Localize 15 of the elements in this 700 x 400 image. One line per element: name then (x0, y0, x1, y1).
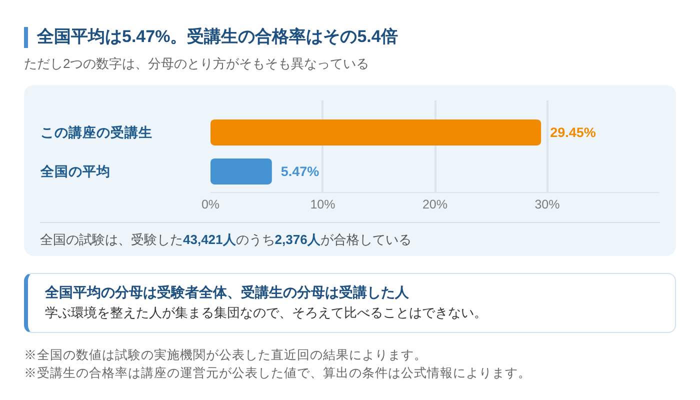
text: 全国の試験は、受験した43,421人のうち2,376人が合格している (40, 222, 660, 249)
x-tick-label: 30% (534, 198, 560, 212)
text: 学ぶ環境を整えた人が集まる集団なので、そろえて比べることはできない。 (45, 304, 487, 322)
x-tick-label: 10% (310, 198, 336, 212)
x-tick-label: 0% (201, 198, 220, 212)
chart-title: 全国平均は5.47%。受講生の合格率はその5.4倍 (37, 26, 398, 48)
y-tick-label: この講座の受講生 (40, 124, 152, 140)
data-label: 29.45% (550, 124, 596, 140)
text: 全国平均の分母は受験者全体、受講生の分母は受講した人 (45, 283, 409, 301)
y-tick-label: 全国の平均 (40, 164, 110, 179)
x-tick-label: 20% (422, 198, 448, 212)
text: ※受講生の合格率は講座の運営元が公表した値で、算出の条件は公式情報によります。 (24, 365, 531, 382)
data-label: 5.47% (280, 164, 320, 179)
chart-subtitle: ただし2つの数字は、分母のとり方がそもそも異なっている (24, 55, 370, 73)
text: ※全国の数値は試験の実施機関が公表した直近回の結果によります。 (24, 347, 428, 364)
